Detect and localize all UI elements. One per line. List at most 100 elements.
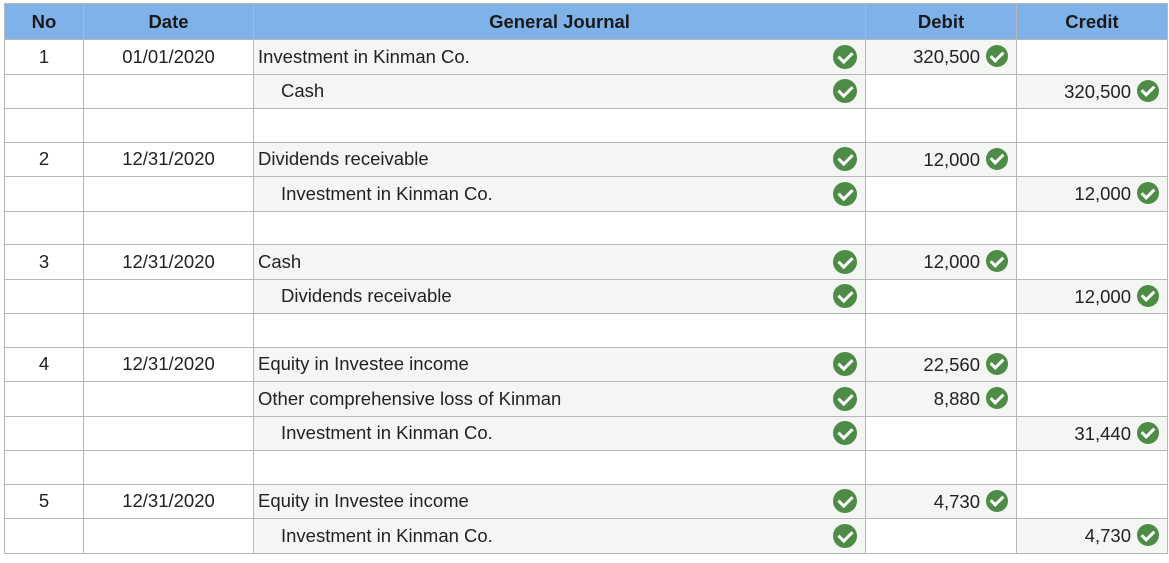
entry-number — [4, 415, 84, 451]
credit-cell[interactable] — [1016, 244, 1168, 280]
journal-row: 4 12/31/2020 Equity in Investee income 22,5… — [4, 346, 1168, 382]
check-circle-icon — [1137, 421, 1159, 444]
spacer-cell — [253, 313, 866, 348]
debit-amount: 12,000 — [923, 148, 980, 170]
spacer-row — [4, 108, 1168, 143]
entry-number — [4, 278, 84, 314]
spacer-cell — [865, 210, 1017, 245]
credit-cell[interactable] — [1016, 483, 1168, 519]
entry-number: 1 — [4, 39, 84, 75]
credit-cell[interactable] — [1016, 381, 1168, 417]
entry-date: 12/31/2020 — [83, 141, 254, 177]
check-circle-icon — [833, 147, 857, 172]
debit-cell[interactable] — [865, 415, 1017, 451]
check-circle-icon — [986, 352, 1008, 375]
debit-cell[interactable]: 4,730 — [865, 483, 1017, 519]
account-cell[interactable]: Dividends receivable — [253, 141, 866, 177]
debit-cell[interactable] — [865, 73, 1017, 109]
spacer-cell — [253, 108, 866, 143]
debit-cell[interactable] — [865, 278, 1017, 314]
account-cell[interactable]: Dividends receivable — [253, 278, 866, 314]
check-circle-icon — [986, 387, 1008, 410]
credit-cell[interactable] — [1016, 141, 1168, 177]
header-row: No Date General Journal Debit Credit — [4, 3, 1168, 40]
account-cell[interactable]: Equity in Investee income — [253, 346, 866, 382]
credit-cell[interactable]: 31,440 — [1016, 415, 1168, 451]
account-cell[interactable]: Equity in Investee income — [253, 483, 866, 519]
debit-cell[interactable]: 12,000 — [865, 244, 1017, 280]
entry-date — [83, 73, 254, 109]
entry-date — [83, 176, 254, 212]
account-cell[interactable]: Cash — [253, 73, 866, 109]
debit-cell[interactable]: 320,500 — [865, 39, 1017, 75]
credit-amount: 12,000 — [1074, 183, 1131, 205]
account-cell[interactable]: Cash — [253, 244, 866, 280]
debit-cell[interactable]: 22,560 — [865, 346, 1017, 382]
spacer-cell — [83, 313, 254, 348]
account-name: Other comprehensive loss of Kinman — [258, 387, 562, 409]
journal-row: Cash 320,500 — [4, 73, 1168, 109]
entry-number: 3 — [4, 244, 84, 280]
credit-cell[interactable]: 4,730 — [1016, 518, 1168, 554]
credit-cell[interactable]: 12,000 — [1016, 176, 1168, 212]
spacer-cell — [1016, 210, 1168, 245]
spacer-row — [4, 313, 1168, 348]
debit-amount: 8,880 — [933, 388, 980, 410]
credit-cell[interactable]: 320,500 — [1016, 73, 1168, 109]
check-circle-icon — [1137, 182, 1159, 205]
debit-cell[interactable]: 8,880 — [865, 381, 1017, 417]
entry-date: 12/31/2020 — [83, 346, 254, 382]
account-name: Dividends receivable — [281, 285, 452, 307]
check-circle-icon — [1137, 79, 1159, 102]
debit-cell[interactable] — [865, 518, 1017, 554]
credit-cell[interactable] — [1016, 346, 1168, 382]
debit-cell[interactable]: 12,000 — [865, 141, 1017, 177]
debit-cell[interactable] — [865, 176, 1017, 212]
spacer-cell — [83, 210, 254, 245]
account-cell[interactable]: Investment in Kinman Co. — [253, 39, 866, 75]
debit-amount: 22,560 — [923, 353, 980, 375]
journal-body: 1 01/01/2020 Investment in Kinman Co. 320,5… — [4, 39, 1168, 554]
entry-date — [83, 415, 254, 451]
entry-date — [83, 381, 254, 417]
check-circle-icon — [833, 79, 857, 104]
header-no: No — [4, 3, 84, 40]
debit-amount: 12,000 — [923, 251, 980, 273]
journal-row: Dividends receivable 12,000 — [4, 278, 1168, 314]
header-date: Date — [83, 3, 254, 40]
credit-cell[interactable]: 12,000 — [1016, 278, 1168, 314]
entry-number: 4 — [4, 346, 84, 382]
spacer-row — [4, 450, 1168, 485]
entry-date — [83, 278, 254, 314]
header-debit: Debit — [865, 3, 1017, 40]
check-circle-icon — [833, 489, 857, 514]
check-circle-icon — [833, 352, 857, 377]
journal-row: Investment in Kinman Co. 12,000 — [4, 176, 1168, 212]
credit-cell[interactable] — [1016, 39, 1168, 75]
journal-row: Investment in Kinman Co. 4,730 — [4, 518, 1168, 554]
spacer-cell — [865, 108, 1017, 143]
spacer-cell — [253, 450, 866, 485]
header-general-journal: General Journal — [253, 3, 866, 40]
check-circle-icon — [986, 250, 1008, 273]
account-cell[interactable]: Investment in Kinman Co. — [253, 415, 866, 451]
account-name: Investment in Kinman Co. — [258, 45, 470, 67]
spacer-cell — [253, 210, 866, 245]
spacer-cell — [1016, 108, 1168, 143]
spacer-cell — [83, 450, 254, 485]
account-cell[interactable]: Investment in Kinman Co. — [253, 518, 866, 554]
journal-row: 2 12/31/2020 Dividends receivable 12,000 — [4, 141, 1168, 177]
check-circle-icon — [986, 489, 1008, 512]
account-cell[interactable]: Other comprehensive loss of Kinman — [253, 381, 866, 417]
account-name: Dividends receivable — [258, 148, 429, 170]
spacer-cell — [1016, 313, 1168, 348]
entry-date: 01/01/2020 — [83, 39, 254, 75]
account-name: Investment in Kinman Co. — [281, 182, 493, 204]
journal-row: Investment in Kinman Co. 31,440 — [4, 415, 1168, 451]
account-name: Cash — [258, 250, 302, 272]
check-circle-icon — [986, 147, 1008, 170]
entry-number: 2 — [4, 141, 84, 177]
check-circle-icon — [833, 181, 857, 206]
account-name: Cash — [281, 80, 325, 102]
account-cell[interactable]: Investment in Kinman Co. — [253, 176, 866, 212]
